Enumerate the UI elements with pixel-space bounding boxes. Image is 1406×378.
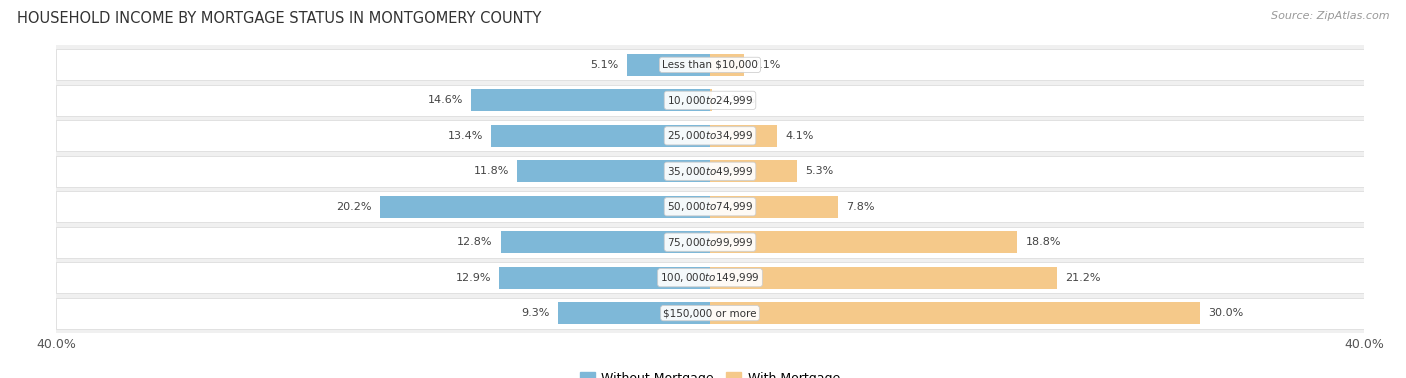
Text: $10,000 to $24,999: $10,000 to $24,999: [666, 94, 754, 107]
Text: 7.8%: 7.8%: [845, 202, 875, 212]
Text: $50,000 to $74,999: $50,000 to $74,999: [666, 200, 754, 213]
Text: 12.9%: 12.9%: [456, 273, 491, 283]
Text: $25,000 to $34,999: $25,000 to $34,999: [666, 129, 754, 142]
Text: 2.1%: 2.1%: [752, 60, 780, 70]
Bar: [56, 85, 1364, 116]
Text: $75,000 to $99,999: $75,000 to $99,999: [666, 236, 754, 249]
Text: 12.8%: 12.8%: [457, 237, 492, 247]
Bar: [501, 231, 710, 253]
Bar: [471, 89, 710, 112]
Bar: [56, 226, 1364, 258]
Text: 18.8%: 18.8%: [1025, 237, 1062, 247]
Bar: [491, 125, 710, 147]
Bar: [56, 156, 1364, 187]
Bar: [558, 302, 710, 324]
Bar: [499, 266, 710, 289]
Text: $100,000 to $149,999: $100,000 to $149,999: [661, 271, 759, 284]
Text: 13.4%: 13.4%: [447, 131, 482, 141]
Text: 30.0%: 30.0%: [1209, 308, 1244, 318]
Text: $35,000 to $49,999: $35,000 to $49,999: [666, 165, 754, 178]
Bar: [627, 54, 710, 76]
Text: 21.2%: 21.2%: [1064, 273, 1101, 283]
Bar: [710, 231, 1018, 253]
Bar: [710, 160, 797, 182]
Text: 11.8%: 11.8%: [474, 166, 509, 176]
Text: Source: ZipAtlas.com: Source: ZipAtlas.com: [1271, 11, 1389, 21]
Bar: [56, 262, 1364, 293]
Text: Less than $10,000: Less than $10,000: [662, 60, 758, 70]
Bar: [710, 125, 778, 147]
Bar: [56, 297, 1364, 329]
Bar: [710, 266, 1056, 289]
Bar: [710, 54, 744, 76]
Text: HOUSEHOLD INCOME BY MORTGAGE STATUS IN MONTGOMERY COUNTY: HOUSEHOLD INCOME BY MORTGAGE STATUS IN M…: [17, 11, 541, 26]
Legend: Without Mortgage, With Mortgage: Without Mortgage, With Mortgage: [575, 367, 845, 378]
Bar: [710, 196, 838, 218]
Text: 5.3%: 5.3%: [804, 166, 834, 176]
Text: 0.13%: 0.13%: [720, 95, 755, 105]
Bar: [56, 120, 1364, 152]
Bar: [56, 191, 1364, 222]
Text: $150,000 or more: $150,000 or more: [664, 308, 756, 318]
Bar: [380, 196, 710, 218]
Text: 5.1%: 5.1%: [591, 60, 619, 70]
Text: 9.3%: 9.3%: [522, 308, 550, 318]
Text: 20.2%: 20.2%: [336, 202, 371, 212]
Text: 4.1%: 4.1%: [785, 131, 814, 141]
Text: 14.6%: 14.6%: [427, 95, 463, 105]
Bar: [517, 160, 710, 182]
Bar: [710, 89, 713, 112]
Bar: [56, 49, 1364, 81]
Bar: [710, 302, 1201, 324]
